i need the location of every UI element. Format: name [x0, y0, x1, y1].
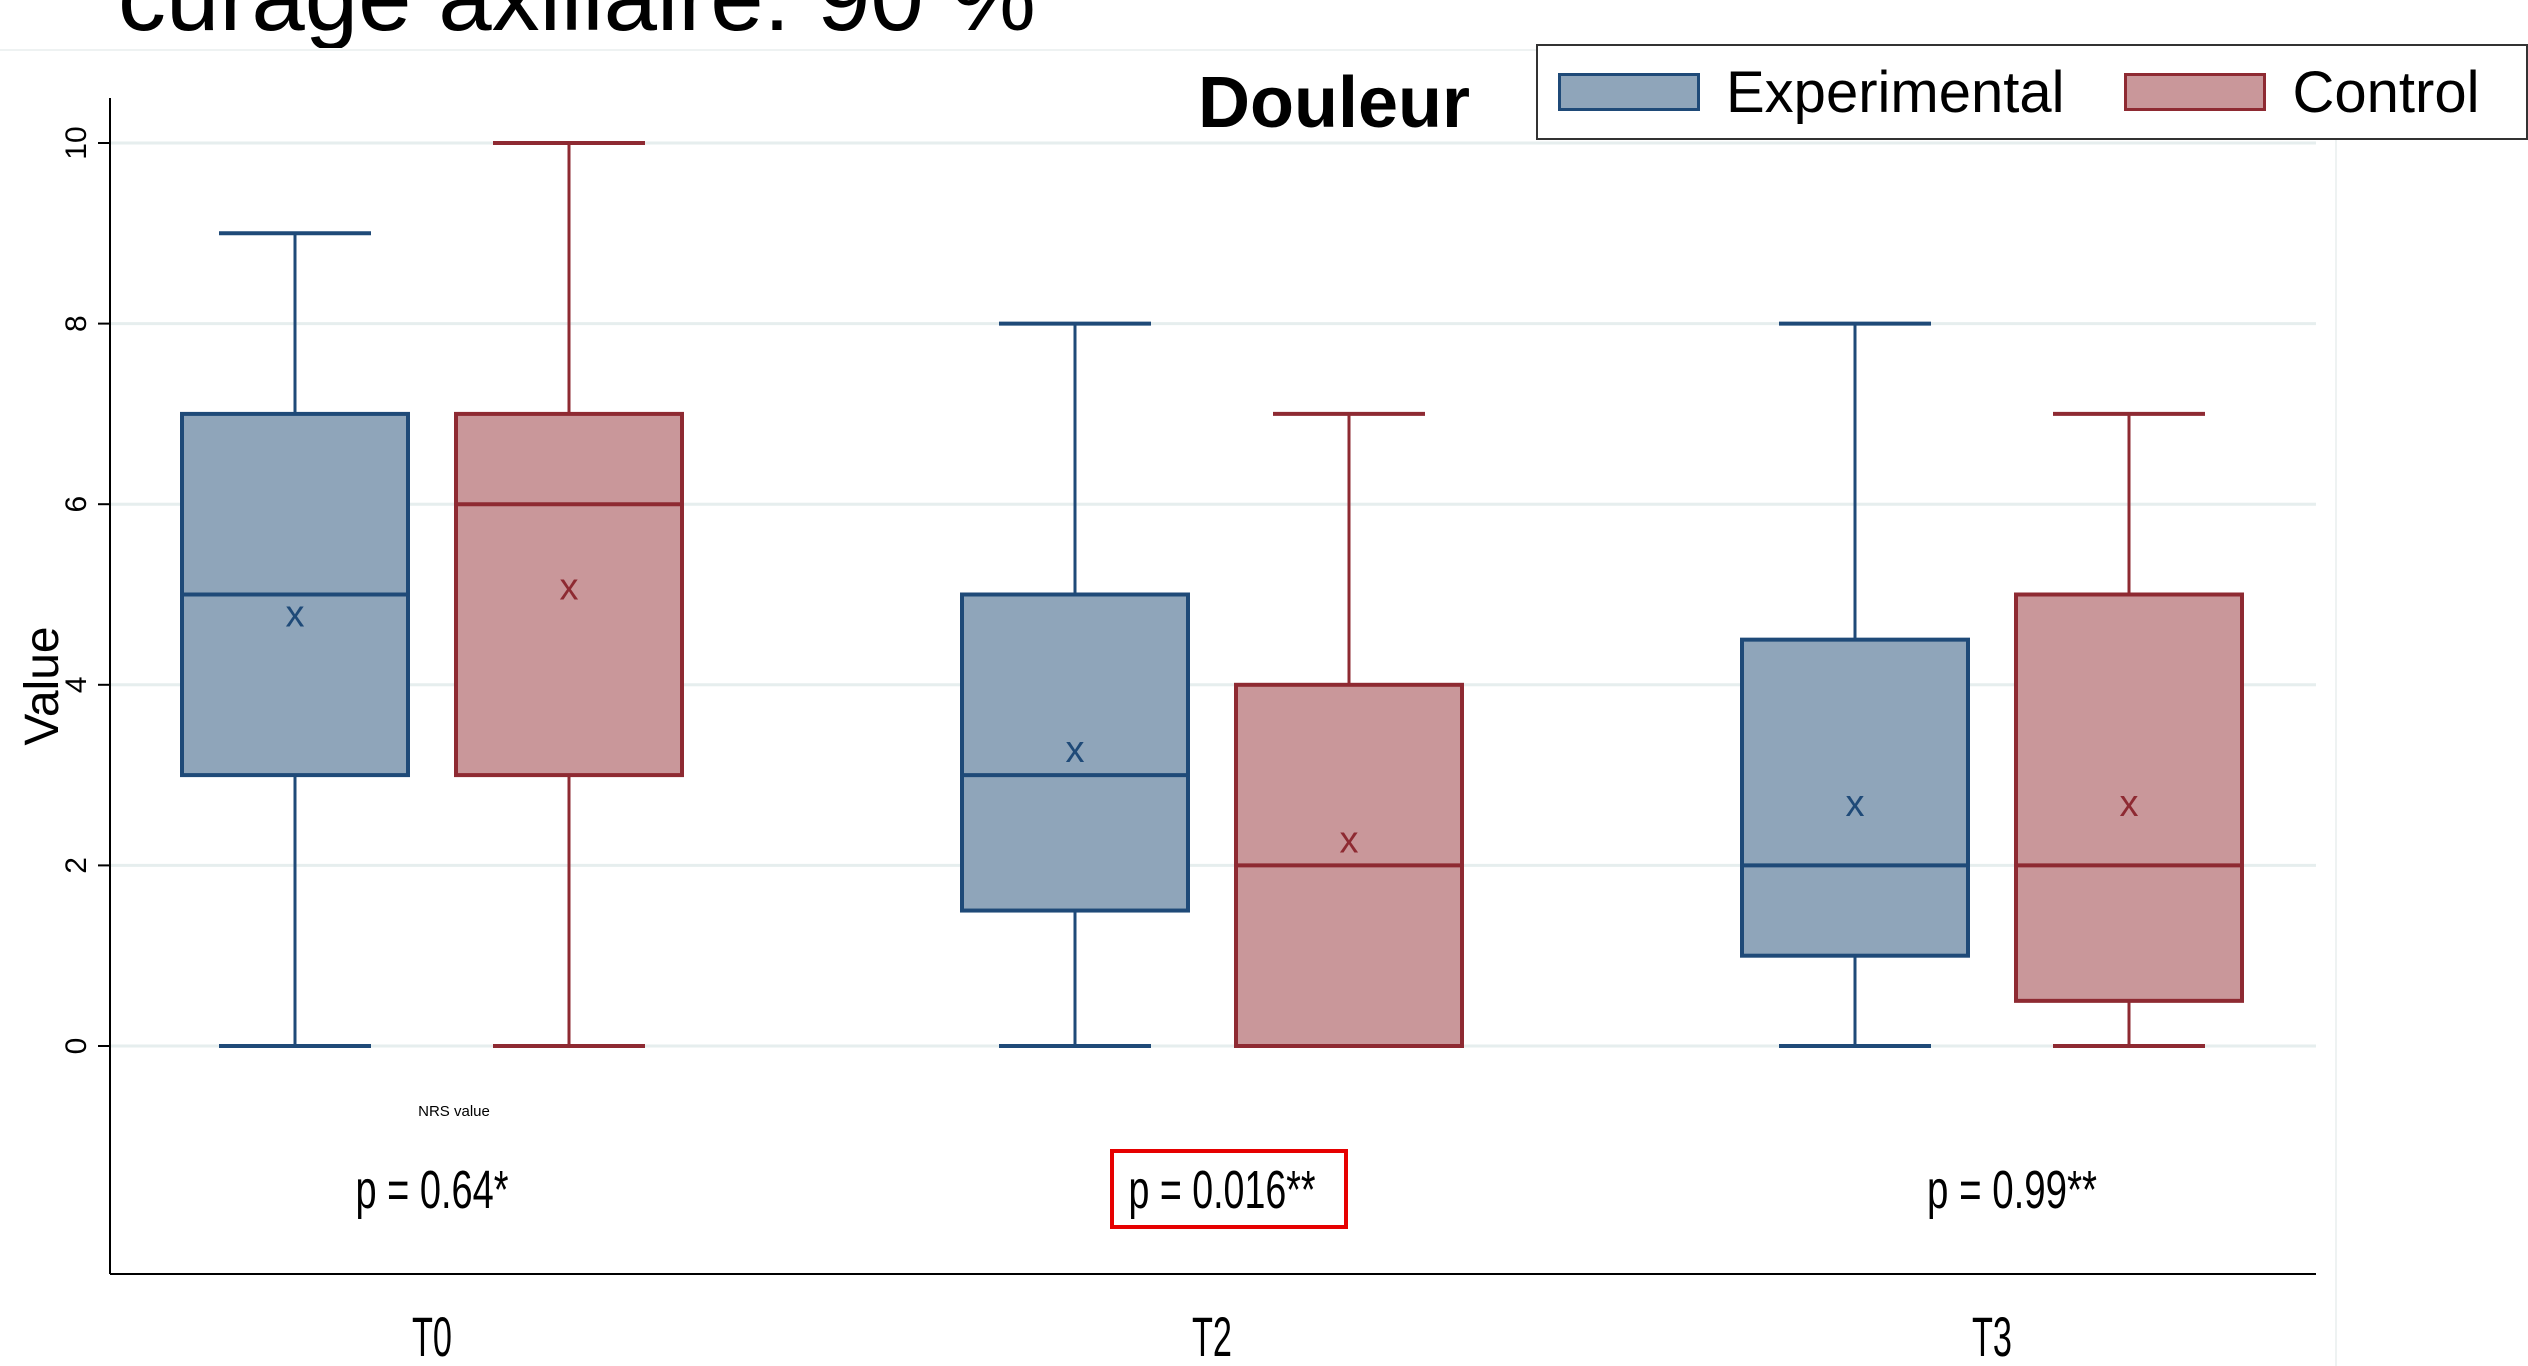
legend-item-control: Control — [2124, 59, 2479, 126]
box-experimental-t0: x — [180, 231, 410, 1048]
box-iqr — [960, 592, 1190, 913]
box-control-t3: x — [2014, 411, 2244, 1048]
mean-marker: x — [286, 594, 305, 636]
y-tick-label: 2 — [60, 857, 93, 874]
p-value-highlight-box — [1110, 1149, 1348, 1229]
legend-swatch-control — [2124, 73, 2267, 111]
p-value-label: p = 0.016** — [1129, 1160, 1316, 1220]
box-experimental-t2: x — [960, 321, 1190, 1048]
legend-item-experimental: Experimental — [1558, 59, 2064, 126]
note-text: NRS value — [418, 1103, 490, 1120]
box-control-t2: x — [1234, 411, 1464, 1048]
y-tick-label: 8 — [60, 315, 93, 332]
legend: Experimental Control — [1536, 44, 2528, 140]
x-tick-label: T2 — [1192, 1305, 1232, 1366]
x-tick-label: T3 — [1972, 1305, 2012, 1366]
mean-marker: x — [1846, 783, 1865, 825]
mean-marker: x — [560, 566, 579, 608]
p-value-label: p = 0.99** — [1927, 1160, 2097, 1220]
legend-swatch-experimental — [1558, 73, 1700, 111]
slide-header-text: curage axillaire: 90 % — [118, 0, 1036, 48]
legend-label-control: Control — [2292, 59, 2480, 125]
legend-label-experimental: Experimental — [1726, 59, 2065, 125]
box-iqr — [1740, 637, 1970, 958]
mean-marker: x — [2120, 783, 2139, 825]
y-tick-label: 4 — [60, 676, 93, 693]
box-experimental-t3: x — [1740, 321, 1970, 1048]
box-iqr — [2014, 592, 2244, 1003]
box-control-t0: x — [454, 141, 684, 1048]
slide-header: curage axillaire: 90 % — [118, 0, 1318, 48]
y-tick-label: 0 — [60, 1038, 93, 1055]
y-tick-label: 6 — [60, 496, 93, 513]
chart-title: Douleur — [1198, 63, 1471, 143]
mean-marker: x — [1066, 729, 1085, 771]
mean-marker: x — [1340, 819, 1359, 861]
x-tick-label: T0 — [412, 1305, 452, 1366]
box-iqr — [454, 411, 684, 778]
y-tick-label: 10 — [60, 126, 93, 159]
y-axis-label: Value — [16, 626, 69, 745]
p-value-label: p = 0.64* — [356, 1160, 509, 1220]
